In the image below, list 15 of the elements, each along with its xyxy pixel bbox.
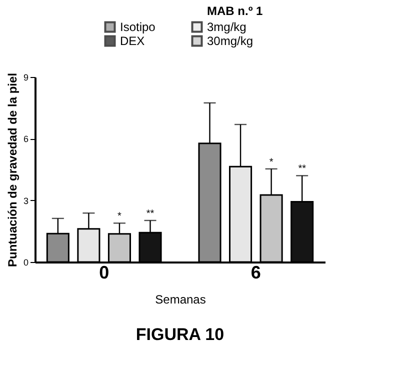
legend-label: Isotipo [120,20,156,34]
data-label: ** [298,164,306,175]
data-label: ** [146,208,154,220]
legend-label: DEX [120,34,145,48]
legend-label: 3mg/kg [207,20,246,34]
data-label: * [118,211,122,222]
y-axis-title: Puntuación de gravedad de la piel [5,72,20,268]
legend-label: 30mg/kg [207,34,254,48]
y-tick-label: 9 [23,72,28,82]
x-axis-title: Semanas [155,292,206,306]
text: FIGURA 10 [136,325,224,344]
legend-title: MAB n.º 1 [207,4,264,18]
y-tick-label: 3 [23,196,28,206]
data-label: * [269,156,274,168]
y-tick-label: 6 [23,134,28,144]
